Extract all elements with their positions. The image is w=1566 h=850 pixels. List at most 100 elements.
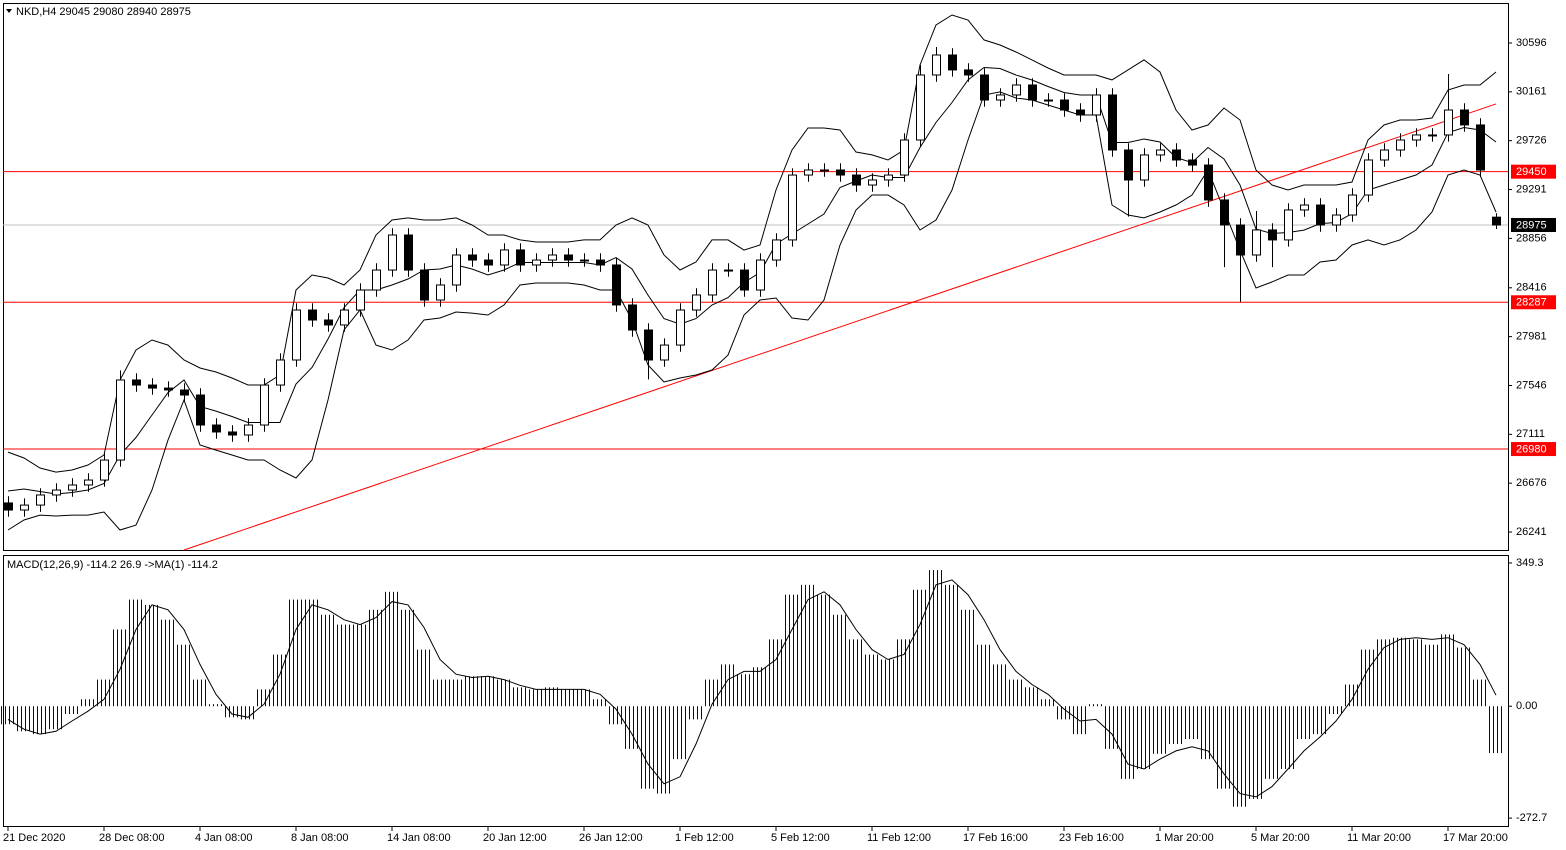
x-tick-label: 23 Feb 16:00 <box>1059 832 1124 844</box>
signal-line <box>7 579 1497 798</box>
candle-body <box>660 344 669 361</box>
macd-bar <box>320 614 336 707</box>
macd-bar <box>864 654 880 707</box>
candle-body <box>884 174 893 181</box>
x-tick-label: 5 Feb 12:00 <box>771 832 830 844</box>
macd-bar <box>1456 647 1472 707</box>
macd-bar <box>576 689 592 707</box>
candle-body <box>644 329 653 361</box>
level-box <box>1511 164 1556 179</box>
macd-bar <box>1232 706 1248 807</box>
x-tick-label: 17 Mar 20:00 <box>1443 832 1508 844</box>
y-tick-label: 29726 <box>1516 135 1547 147</box>
macd-bar <box>720 664 736 707</box>
candle-body <box>548 254 557 261</box>
candle-body <box>852 174 861 186</box>
candle-body <box>1316 204 1325 226</box>
candle-body <box>996 94 1005 101</box>
macd-bar <box>1104 706 1120 749</box>
level-label: 26980 <box>1516 443 1547 455</box>
macd-bar <box>768 639 784 707</box>
candle-body <box>964 69 973 76</box>
macd-bar <box>560 689 576 707</box>
macd-bar <box>368 609 384 707</box>
candle-body <box>1492 216 1501 226</box>
candle-body <box>484 259 493 266</box>
candle-body <box>260 384 269 426</box>
macd-bar <box>480 676 496 707</box>
candle-body <box>532 259 541 266</box>
macd-bar <box>1312 706 1328 735</box>
y-tick-label: 26241 <box>1516 526 1547 538</box>
candle-body <box>148 384 157 389</box>
macd-bar <box>1440 634 1456 707</box>
level-label: 28287 <box>1516 297 1547 309</box>
y-tick-label: 30161 <box>1516 86 1547 98</box>
macd-bar <box>976 644 992 707</box>
candle-body <box>500 249 509 266</box>
macd-bar <box>80 699 96 707</box>
y-tick-label: 349.3 <box>1516 557 1544 569</box>
macd-bar <box>464 676 480 707</box>
candle-body <box>4 502 13 511</box>
y-tick-label: -272.7 <box>1516 812 1547 824</box>
macd-bar <box>1200 706 1216 760</box>
macd-bar <box>800 584 816 707</box>
level-box <box>1511 295 1556 310</box>
candle-body <box>1396 139 1405 151</box>
macd-panel <box>3 555 1509 827</box>
macd-bar <box>496 679 512 707</box>
candle-body <box>100 459 109 481</box>
menu-triangle[interactable] <box>6 9 12 13</box>
macd-bar <box>1136 706 1152 769</box>
candle-body <box>820 169 829 172</box>
candle-body <box>628 304 637 331</box>
candle-body <box>564 254 573 261</box>
candle-body <box>196 394 205 426</box>
candle-body <box>292 309 301 361</box>
macd-bar <box>880 659 896 707</box>
macd-bar <box>544 687 560 707</box>
macd-bar <box>144 604 160 707</box>
y-tick-label: 27111 <box>1516 428 1545 440</box>
y-tick-label: 28416 <box>1516 282 1547 294</box>
candle-body <box>596 259 605 266</box>
candle-body <box>228 431 237 436</box>
macd-bar <box>928 570 944 707</box>
candle-body <box>1364 159 1373 196</box>
macd-bar <box>400 609 416 707</box>
macd-bar <box>288 599 304 707</box>
candle-body <box>1188 159 1197 166</box>
candle-body <box>356 289 365 311</box>
macd-bar <box>1264 706 1280 779</box>
candle-body <box>708 269 717 296</box>
candle-body <box>20 504 29 511</box>
macd-bar <box>1344 684 1360 707</box>
candle-body <box>1428 134 1437 137</box>
macd-bar <box>960 609 976 707</box>
candle-body <box>612 264 621 306</box>
y-tick-label: 0.00 <box>1516 700 1537 712</box>
candle-body <box>772 239 781 261</box>
candle-body <box>52 489 61 496</box>
candle-body <box>1012 84 1021 96</box>
macd-bar <box>448 679 464 707</box>
candle-body <box>948 54 957 71</box>
macd-bar <box>1088 704 1104 707</box>
candle-body <box>1380 149 1389 161</box>
macd-bar <box>112 629 128 707</box>
macd-bar <box>528 689 544 707</box>
candle-body <box>1108 94 1117 151</box>
candle-body <box>836 169 845 176</box>
candle-body <box>388 234 397 271</box>
macd-bar <box>816 594 832 707</box>
y-tick-label: 27981 <box>1516 331 1547 343</box>
macd-bar <box>160 619 176 707</box>
candle-body <box>1172 149 1181 161</box>
candle-body <box>1060 99 1069 111</box>
candle-body <box>164 387 173 391</box>
level-label: 29450 <box>1516 166 1547 178</box>
candle-body <box>132 379 141 386</box>
